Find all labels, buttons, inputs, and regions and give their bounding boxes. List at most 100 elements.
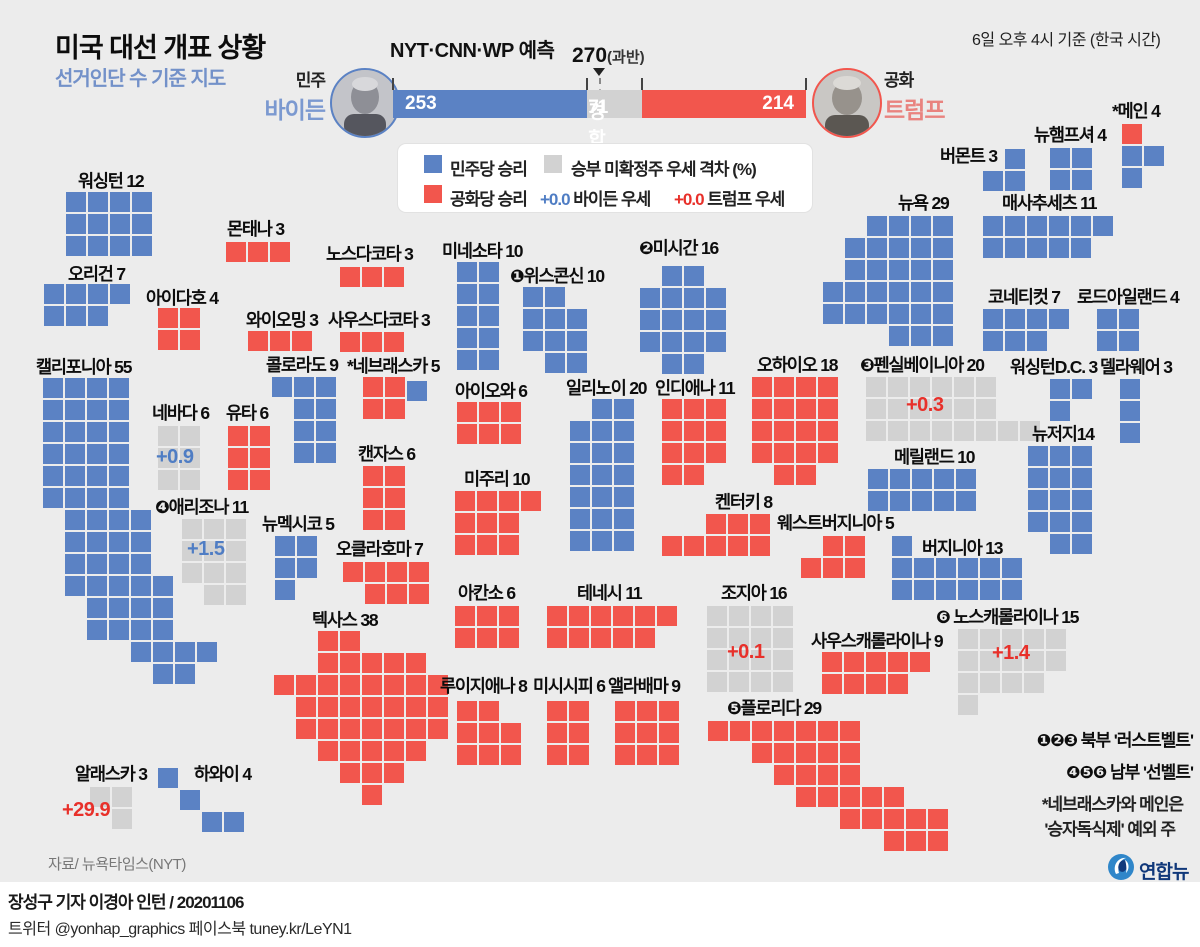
ev-square-pennsylvania: [910, 399, 930, 419]
ev-square-south-carolina: [822, 674, 842, 694]
state-label-california: 캘리포니아 55: [36, 357, 132, 377]
ev-square-minnesota: [479, 262, 499, 282]
ev-square-california: [65, 422, 85, 442]
state-label-illinois: 일리노이 20: [566, 378, 648, 398]
ev-square-washington: [110, 236, 130, 256]
ev-square-california: [153, 598, 173, 618]
ev-square-rhode-island: [1097, 331, 1117, 351]
ev-square-maryland: [956, 469, 976, 489]
ev-square-georgia: [729, 628, 749, 648]
ev-square-florida: [906, 831, 926, 851]
ev-square-ohio: [796, 399, 816, 419]
ev-square-wisconsin: [545, 287, 565, 307]
ev-square-florida: [884, 787, 904, 807]
ev-square-connecticut: [1005, 331, 1025, 351]
ev-square-new-jersey: [1072, 468, 1092, 488]
ev-square-michigan: [706, 332, 726, 352]
ev-square-ohio: [818, 399, 838, 419]
ev-square-north-carolina: [1024, 629, 1044, 649]
ev-square-california: [65, 510, 85, 530]
ev-square-kentucky: [750, 536, 770, 556]
ev-square-ohio: [774, 377, 794, 397]
ev-square-california: [109, 422, 129, 442]
biden-labels: 민주 바이든: [180, 66, 326, 125]
ev-square-georgia: [751, 606, 771, 626]
ev-square-arizona: [182, 541, 202, 561]
ev-square-michigan: [640, 310, 660, 330]
ev-square-new-york: [889, 326, 909, 346]
bar-segment-trump: 214: [641, 90, 806, 118]
ev-square-new-hampshire: [1050, 148, 1070, 168]
ev-square-kansas: [385, 488, 405, 508]
ev-square-new-york: [823, 304, 843, 324]
note-exception-2: '승자독식제' 예외 주: [1044, 820, 1176, 839]
ev-square-mississippi: [569, 745, 589, 765]
ev-square-new-hampshire: [1050, 170, 1070, 190]
ev-square-new-york: [867, 260, 887, 280]
ev-square-maryland: [912, 491, 932, 511]
ev-square-california: [87, 554, 107, 574]
ev-square-ohio: [796, 377, 816, 397]
ev-square-nevada: [180, 426, 200, 446]
ev-square-north-carolina: [980, 673, 1000, 693]
ev-square-alabama: [615, 745, 635, 765]
ev-square-california: [109, 488, 129, 508]
ev-square-massachusetts: [983, 216, 1003, 236]
trump-labels: 공화 트럼프: [884, 66, 945, 125]
ev-square-south-carolina: [844, 674, 864, 694]
ev-square-idaho: [158, 308, 178, 328]
ev-square-california: [131, 554, 151, 574]
ev-square-hawaii: [158, 768, 178, 788]
ev-square-washington: [132, 236, 152, 256]
ev-square-montana: [248, 242, 268, 262]
ev-square-oregon: [88, 284, 108, 304]
ev-square-new-jersey: [1072, 534, 1092, 554]
ev-square-south-carolina: [866, 674, 886, 694]
ev-square-california: [87, 400, 107, 420]
ev-square-texas: [362, 741, 382, 761]
ev-square-north-carolina: [1002, 651, 1022, 671]
ev-square-north-carolina: [980, 651, 1000, 671]
ev-square-colorado: [294, 377, 314, 397]
ev-square-louisiana: [479, 701, 499, 721]
ev-square-montana: [226, 242, 246, 262]
ev-square-california: [197, 642, 217, 662]
ev-square-arizona: [226, 541, 246, 561]
ev-square-arkansas: [477, 606, 497, 626]
ev-square-north-carolina: [958, 673, 978, 693]
bar-tick: [392, 78, 394, 90]
ev-square-california: [131, 598, 151, 618]
state-label-iowa: 아이오와 6: [455, 381, 528, 401]
ev-square-mississippi: [547, 723, 567, 743]
ev-square-illinois: [614, 443, 634, 463]
ev-square-florida: [818, 721, 838, 741]
ev-square-washington-dc: [1050, 379, 1070, 399]
ev-square-washington-dc: [1072, 379, 1092, 399]
state-label-colorado: 콜로라도 9: [266, 355, 339, 375]
ev-square-washington-dc: [1050, 401, 1070, 421]
ev-square-georgia: [707, 672, 727, 692]
ev-square-iowa: [501, 402, 521, 422]
ev-square-utah: [250, 448, 270, 468]
ev-square-missouri: [477, 491, 497, 511]
ev-square-west-virginia: [801, 558, 821, 578]
ev-square-west-virginia: [823, 536, 843, 556]
ev-square-new-jersey: [1050, 446, 1070, 466]
ev-square-new-york: [845, 238, 865, 258]
ev-square-new-jersey: [1072, 512, 1092, 532]
ev-square-michigan: [684, 332, 704, 352]
ev-square-virginia: [892, 580, 912, 600]
ev-square-arkansas: [499, 606, 519, 626]
ev-square-kansas: [363, 466, 383, 486]
ev-square-hawaii: [180, 790, 200, 810]
ev-square-california: [131, 510, 151, 530]
state-label-georgia: 조지아 16: [721, 583, 788, 603]
ev-square-california: [65, 488, 85, 508]
state-label-north-dakota: 노스다코타 3: [326, 244, 414, 264]
ev-square-virginia: [892, 558, 912, 578]
social-line: 트위터 @yonhap_graphics 페이스북 tuney.kr/LeYN1: [8, 921, 352, 938]
ev-square-florida: [708, 721, 728, 741]
ev-square-south-dakota: [362, 332, 382, 352]
ev-square-illinois: [592, 399, 612, 419]
legend-rep-lead: +0.0 트럼프 우세: [674, 190, 785, 209]
